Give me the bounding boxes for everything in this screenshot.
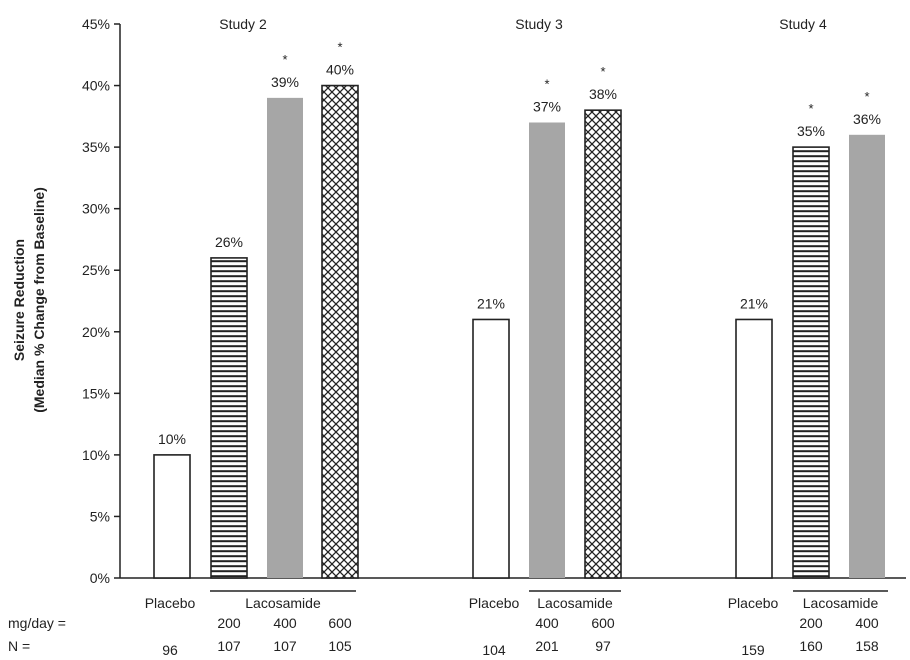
bar	[529, 122, 565, 578]
study-title: Study 3	[515, 16, 563, 32]
bar-value-label: 10%	[158, 431, 186, 447]
bar	[321, 84, 359, 579]
y-axis-ticks: 0% 5% 10% 15% 20% 25% 30% 35% 40% 45%	[82, 16, 120, 586]
y-axis-title-line2: (Median % Change from Baseline)	[31, 187, 47, 413]
bar	[210, 257, 248, 579]
bar	[849, 134, 885, 579]
y-axis-title: Seizure Reduction (Median % Change from …	[11, 187, 47, 413]
significance-star: *	[808, 101, 813, 116]
value-labels: 10% 26% 39% 40% 21% 37% 38% 21% 35% 36%	[158, 62, 881, 447]
n-label: 105	[328, 638, 352, 654]
y-tick-label: 40%	[82, 78, 110, 94]
bar-value-label: 38%	[589, 86, 617, 102]
placebo-label: Placebo	[469, 595, 520, 611]
y-tick-label: 45%	[82, 16, 110, 32]
y-tick-label: 10%	[82, 447, 110, 463]
y-tick-label: 25%	[82, 262, 110, 278]
n-label: 107	[217, 638, 241, 654]
y-tick-label: 35%	[82, 139, 110, 155]
bar-value-label: 36%	[853, 111, 881, 127]
n-label: 201	[535, 638, 559, 654]
y-tick-label: 30%	[82, 201, 110, 217]
y-tick-label: 20%	[82, 324, 110, 340]
significance-star: *	[337, 40, 342, 55]
bar	[792, 146, 830, 579]
bar	[267, 97, 303, 578]
bar	[735, 318, 773, 579]
placebo-label: Placebo	[728, 595, 779, 611]
significance-star: *	[864, 89, 869, 104]
dose-label: 200	[217, 615, 241, 631]
bar-value-label: 39%	[271, 74, 299, 90]
dose-label: 600	[591, 615, 615, 631]
n-row-label: N =	[8, 638, 30, 654]
bars	[153, 84, 885, 579]
bar-value-label: 21%	[477, 295, 505, 311]
y-tick-label: 5%	[90, 508, 110, 524]
significance-star: *	[544, 76, 549, 91]
n-label: 104	[482, 642, 506, 658]
group-labels: Placebo Lacosamide Placebo Lacosamide Placeb…	[145, 590, 888, 611]
lacosamide-label: Lacosamide	[537, 595, 613, 611]
bar-value-label: 35%	[797, 123, 825, 139]
dose-row: mg/day = 200 400 600 400 600 200 400	[8, 615, 879, 631]
y-tick-label: 0%	[90, 570, 110, 586]
n-label: 160	[799, 638, 823, 654]
significance-star: *	[282, 52, 287, 67]
n-label: 159	[741, 642, 765, 658]
study-title: Study 4	[779, 16, 827, 32]
dose-label: 600	[328, 615, 352, 631]
y-tick-label: 15%	[82, 385, 110, 401]
dose-label: 200	[799, 615, 823, 631]
placebo-label: Placebo	[145, 595, 196, 611]
bar-value-label: 40%	[326, 62, 354, 78]
n-label: 96	[162, 642, 178, 658]
significance-markers: * * * * * *	[282, 40, 869, 117]
significance-star: *	[600, 64, 605, 79]
lacosamide-label: Lacosamide	[245, 595, 321, 611]
bar-value-label: 26%	[215, 234, 243, 250]
dose-label: 400	[273, 615, 297, 631]
lacosamide-label: Lacosamide	[803, 595, 879, 611]
bar	[153, 454, 191, 579]
study-title: Study 2	[219, 16, 267, 32]
n-label: 158	[855, 638, 879, 654]
bar-value-label: 37%	[533, 98, 561, 114]
dose-row-label: mg/day =	[8, 615, 66, 631]
dose-label: 400	[855, 615, 879, 631]
n-label: 97	[595, 638, 611, 654]
n-row: N = 96 107 107 105 104 201 97 159 160 158	[8, 638, 879, 658]
study-titles: Study 2 Study 3 Study 4	[219, 16, 827, 32]
n-label: 107	[273, 638, 297, 654]
dose-label: 400	[535, 615, 559, 631]
y-axis-title-line1: Seizure Reduction	[11, 239, 27, 361]
bar	[584, 109, 622, 579]
bar	[472, 318, 510, 579]
bar-value-label: 21%	[740, 295, 768, 311]
